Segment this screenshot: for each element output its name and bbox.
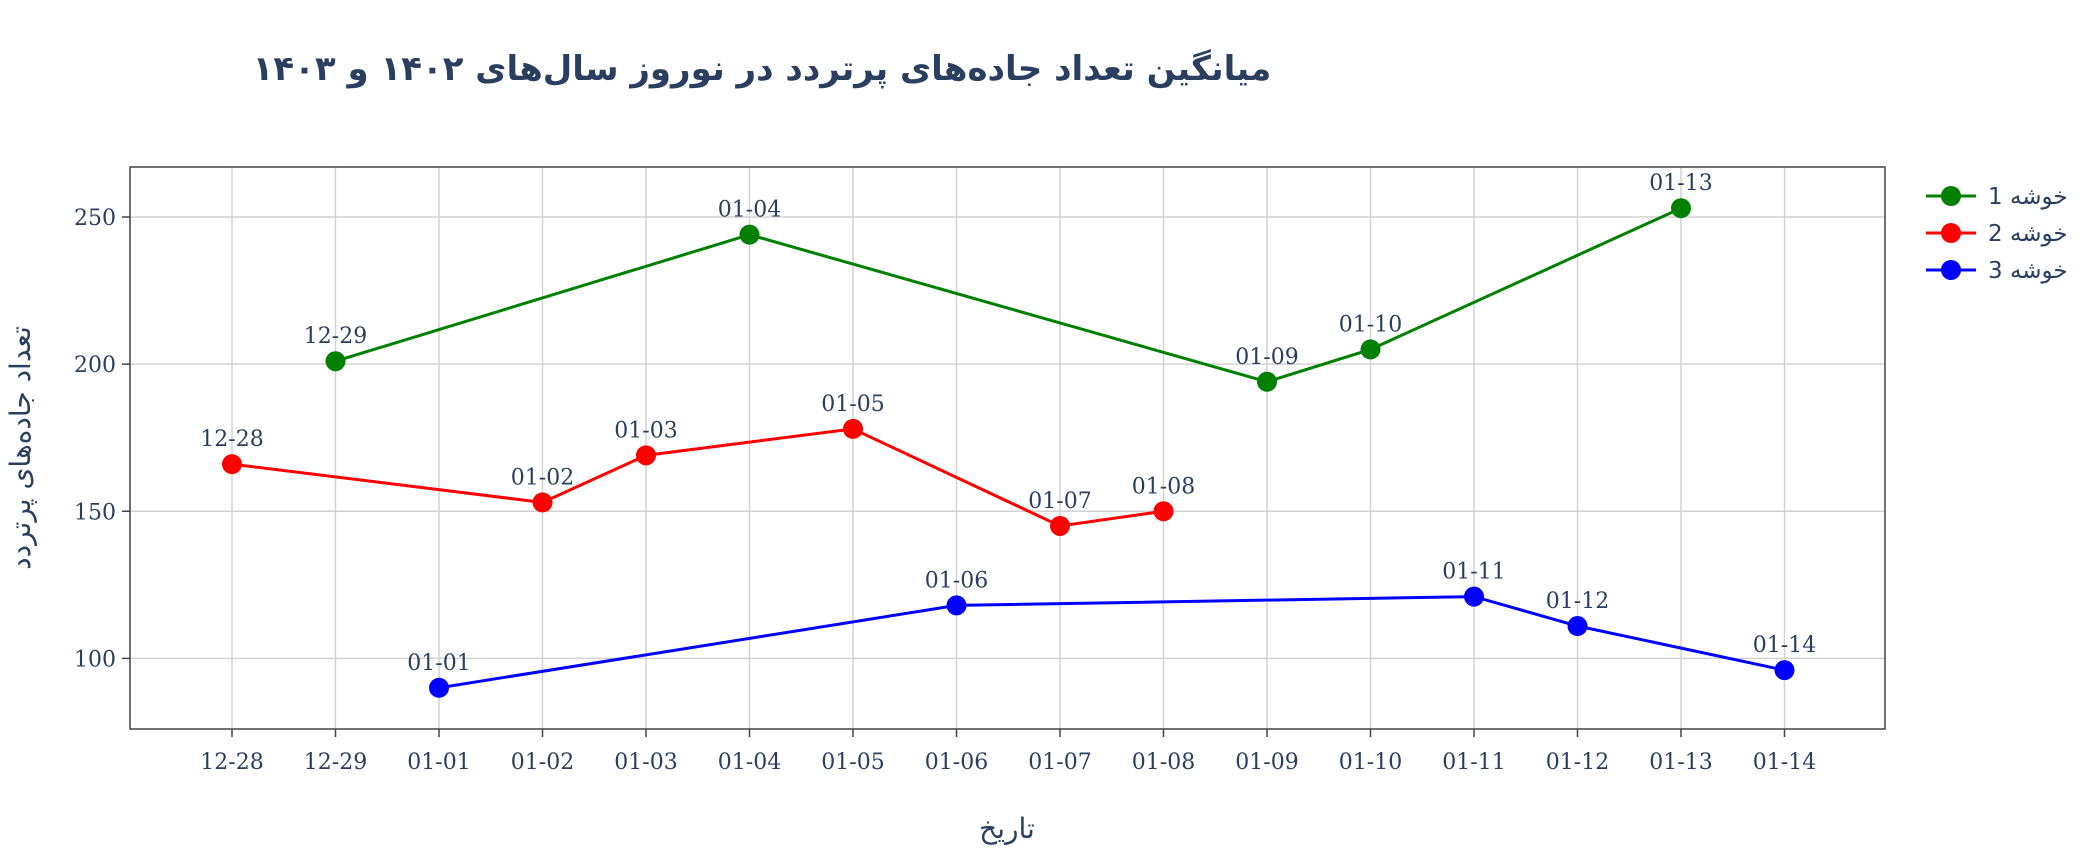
data-point (532, 492, 553, 513)
data-point (222, 454, 242, 475)
data-point-label: 01-03 (614, 418, 677, 443)
y-tick-label: 150 (74, 500, 116, 525)
data-point (325, 351, 346, 372)
data-point (843, 418, 863, 439)
series-1-line (335, 206, 1682, 384)
data-point (1050, 515, 1070, 536)
x-axis-title: تاریخ (979, 812, 1035, 845)
data-point-label: 01-06 (925, 568, 988, 593)
x-tick-label: 01-12 (1546, 750, 1609, 775)
data-point-label: 01-02 (511, 465, 574, 490)
x-tick-label: 01-14 (1753, 750, 1816, 775)
x-tick-label: 01-04 (718, 750, 781, 775)
x-tick-label: 01-03 (614, 750, 677, 775)
x-tick-label: 01-11 (1442, 750, 1505, 775)
data-point (1360, 339, 1381, 360)
data-point (739, 224, 760, 245)
data-point (636, 445, 656, 466)
legend-label: خوشه 3 (1988, 258, 2068, 284)
legend-marker (1941, 186, 1961, 206)
x-tick-label: 01-06 (925, 750, 988, 775)
x-tick-label: 12-28 (200, 750, 263, 775)
x-tick-label: 12-29 (304, 750, 367, 775)
legend: خوشه 1 خوشه 2 خوشه 3 (1926, 184, 2068, 284)
data-point (429, 677, 449, 698)
x-axis-ticks: 12-28 12-29 01-01 01-02 01-03 01-04 01-05 01-06… (200, 729, 1816, 775)
data-point-label: 01-14 (1753, 633, 1816, 658)
y-axis-ticks: 100 150 200 250 (74, 206, 130, 672)
x-tick-label: 01-07 (1028, 750, 1091, 775)
data-point-label: 12-29 (304, 324, 367, 349)
y-tick-label: 250 (74, 206, 116, 231)
x-tick-label: 01-05 (821, 750, 884, 775)
series-2-line (231, 427, 1164, 528)
series-1: 12-29 01-04 01-09 01-10 01-13 (304, 171, 1713, 392)
data-point-label: 01-05 (821, 392, 884, 417)
data-point (946, 595, 967, 616)
legend-item-3: خوشه 3 (1926, 258, 2068, 284)
data-point-label: 01-01 (407, 651, 470, 676)
x-tick-label: 01-10 (1339, 750, 1402, 775)
data-point-label: 12-28 (200, 427, 263, 452)
legend-marker (1941, 223, 1961, 243)
legend-item-2: خوشه 2 (1926, 221, 2068, 247)
data-point (1464, 586, 1484, 607)
y-tick-label: 200 (74, 353, 116, 378)
data-point-label: 01-09 (1235, 345, 1298, 370)
legend-item-1: خوشه 1 (1926, 184, 2068, 210)
data-point-label: 01-12 (1546, 589, 1609, 614)
x-tick-label: 01-01 (407, 750, 470, 775)
data-point-label: 01-10 (1339, 312, 1402, 337)
chart-title: میانگین تعداد جاده‌های پرتردد در نوروز س… (253, 49, 1272, 89)
x-tick-label: 01-13 (1649, 750, 1712, 775)
x-tick-label: 01-02 (511, 750, 574, 775)
data-point (1257, 371, 1277, 392)
y-axis-title: تعداد جاده‌های پرتردد (4, 326, 37, 570)
series-layer: 12-29 01-04 01-09 01-10 01-13 12-28 01-02 01-03… (200, 171, 1816, 698)
series-2: 12-28 01-02 01-03 01-05 01-07 01-08 (200, 392, 1195, 536)
data-point (1567, 616, 1588, 637)
data-point (1774, 660, 1795, 681)
plot-area-frame (129, 166, 1886, 730)
y-tick-label: 100 (74, 647, 116, 672)
x-tick-label: 01-09 (1235, 750, 1298, 775)
x-tick-label: 01-08 (1132, 750, 1195, 775)
data-point-label: 01-04 (718, 198, 781, 223)
data-point-label: 01-07 (1028, 489, 1091, 514)
data-point-label: 01-13 (1649, 171, 1712, 196)
data-point-label: 01-08 (1132, 474, 1195, 499)
data-point (1671, 198, 1691, 219)
series-3: 01-01 01-06 01-11 01-12 01-14 (407, 560, 1816, 698)
grid (130, 167, 1885, 729)
legend-label: خوشه 2 (1988, 221, 2068, 247)
legend-marker (1941, 260, 1961, 280)
data-point-label: 01-11 (1442, 560, 1505, 585)
data-point (1153, 501, 1174, 522)
legend-label: خوشه 1 (1988, 184, 2068, 210)
